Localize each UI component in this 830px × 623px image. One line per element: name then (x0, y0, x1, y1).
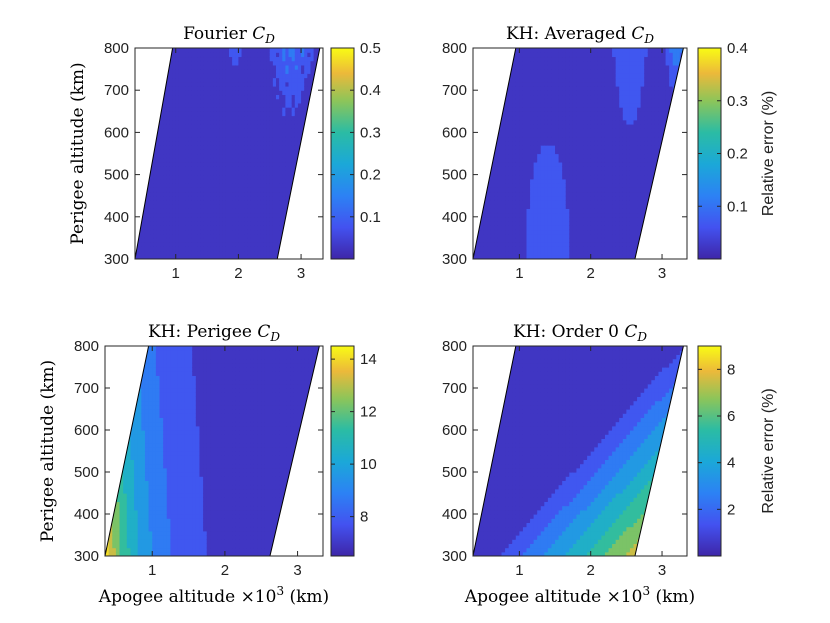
colorbar-tick-label: 4 (727, 455, 735, 472)
y-tick-label: 400 (442, 506, 467, 523)
y-tick-label: 300 (442, 548, 467, 565)
colorbar-tick-label: 6 (727, 408, 735, 425)
colorbar-tick-label: 0.1 (727, 198, 748, 215)
colorbar-label: Relative error (%) (760, 91, 777, 216)
chart-title: Fourier CD (183, 24, 275, 46)
x-tick-label: 1 (148, 562, 156, 579)
x-tick-label: 1 (515, 562, 523, 579)
x-axis-label: Apogee altitude ×103 (km) (98, 584, 329, 607)
x-tick-label: 2 (221, 562, 229, 579)
axes-box (134, 47, 324, 260)
colorbar-tick-label: 0.4 (727, 40, 748, 57)
contour-fill (135, 48, 320, 259)
x-tick-label: 1 (172, 265, 180, 282)
y-tick-label: 600 (104, 124, 129, 141)
colorbar (330, 345, 355, 557)
y-tick-label: 400 (74, 506, 99, 523)
colorbar-tick-label: 2 (727, 501, 735, 518)
colorbar (697, 345, 722, 557)
y-tick-label: 800 (104, 40, 129, 57)
y-tick-label: 500 (104, 167, 129, 184)
colorbar-tick-label: 0.2 (360, 167, 381, 184)
y-tick-label: 600 (442, 124, 467, 141)
y-tick-label: 700 (442, 82, 467, 99)
contour-fill (105, 346, 320, 556)
y-tick-label: 400 (442, 209, 467, 226)
y-tick-label: 500 (74, 464, 99, 481)
y-tick-label: 300 (104, 251, 129, 268)
colorbar-tick-label: 8 (727, 361, 735, 378)
y-tick-label: 600 (442, 422, 467, 439)
x-tick-label: 3 (293, 562, 301, 579)
x-tick-label: 3 (297, 265, 305, 282)
axes-box (472, 47, 688, 260)
panel-2: 1 2 3 300 400 500 600 700 800 KH: Averaged CD 0.1 0… (442, 24, 777, 282)
colorbar-tick-label: 0.3 (727, 93, 748, 110)
colorbar-tick-label: 0.2 (727, 146, 748, 163)
chart-title: KH: Order 0 CD (513, 322, 647, 344)
colorbar-tick-label: 12 (360, 404, 377, 421)
y-tick-label: 300 (442, 251, 467, 268)
y-tick-label: 300 (74, 548, 99, 565)
chart-title: KH: Averaged CD (506, 24, 654, 46)
x-tick-label: 2 (587, 265, 595, 282)
colorbar-tick-label: 0.1 (360, 209, 381, 226)
contour-fill (473, 48, 684, 259)
y-tick-label: 800 (442, 40, 467, 57)
y-tick-label: 700 (104, 82, 129, 99)
colorbar-tick-label: 0.4 (360, 82, 381, 99)
y-tick-label: 400 (104, 209, 129, 226)
colorbar-label: Relative error (%) (760, 388, 777, 513)
axes-box (472, 345, 688, 557)
panel-4: 1 2 3 300 400 500 600 700 800 KH: Order 0 CD Apoge… (442, 322, 777, 607)
x-tick-label: 3 (658, 265, 666, 282)
y-tick-label: 700 (442, 380, 467, 397)
y-tick-label: 600 (74, 422, 99, 439)
x-tick-label: 1 (515, 265, 523, 282)
x-tick-label: 2 (234, 265, 242, 282)
y-axis-label: Perigee altitude (km) (68, 62, 88, 244)
colorbar-tick-label: 10 (360, 456, 377, 473)
y-tick-label: 800 (74, 338, 99, 355)
x-tick-label: 2 (587, 562, 595, 579)
y-tick-label: 700 (74, 380, 99, 397)
contour-fill (473, 346, 684, 556)
panel-1: 1 2 3 300 400 500 600 700 800 Fourier CD Perigee a… (68, 24, 381, 282)
chart-title: KH: Perigee CD (148, 322, 280, 344)
x-axis-label: Apogee altitude ×103 (km) (464, 584, 695, 607)
colorbar-tick-label: 0.3 (360, 124, 381, 141)
colorbar-tick-label: 0.5 (360, 40, 381, 57)
axes-box (104, 345, 324, 557)
y-tick-label: 500 (442, 167, 467, 184)
colorbar-tick-label: 8 (360, 509, 368, 526)
y-tick-label: 800 (442, 338, 467, 355)
colorbar-tick-label: 14 (360, 351, 377, 368)
y-tick-label: 500 (442, 464, 467, 481)
y-axis-label: Perigee altitude (km) (38, 360, 58, 542)
colorbar (330, 47, 355, 260)
x-tick-label: 3 (658, 562, 666, 579)
